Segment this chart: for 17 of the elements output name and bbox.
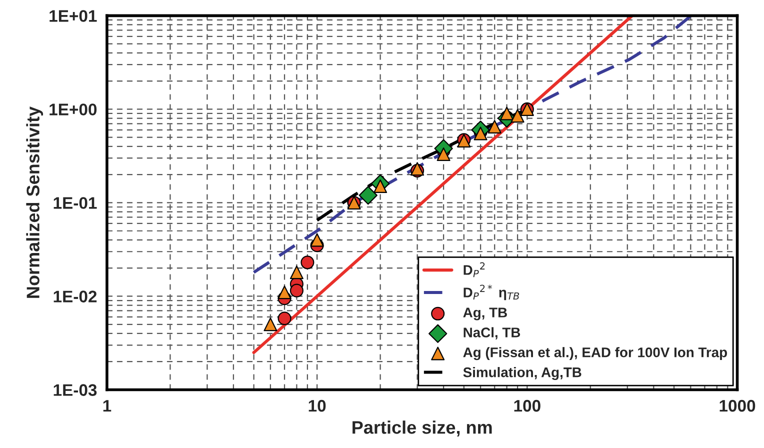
y-tick-label: 1E-01 — [54, 197, 97, 209]
x-tick-label: 10 — [308, 400, 326, 412]
legend-label: D$_{P}$$^{2*}$ η$_{TB}$ — [464, 284, 520, 300]
legend-label: Ag, TB — [463, 308, 507, 320]
x-tick-label: 1 — [103, 400, 112, 412]
legend-label: Ag (Fissan et al.), EAD for 100V Ion Trap — [463, 347, 727, 360]
x-tick-label: 100 — [514, 400, 540, 412]
y-axis-title: Normalized Sensitivity — [26, 106, 44, 298]
x-tick-label: 1000 — [720, 400, 756, 412]
y-tick-label: 1E+01 — [50, 10, 97, 22]
y-tick-label: 1E+00 — [50, 104, 97, 116]
y-tick-label: 1E-02 — [54, 290, 97, 302]
legend-label: Simulation, Ag,TB — [463, 367, 582, 380]
x-axis-title: Particle size, nm — [352, 420, 492, 436]
y-tick-label: 1E-03 — [54, 384, 97, 396]
legend-label: D$_{P}$$^{2}$ — [464, 262, 485, 278]
legend-label: NaCl, TB — [464, 327, 520, 340]
